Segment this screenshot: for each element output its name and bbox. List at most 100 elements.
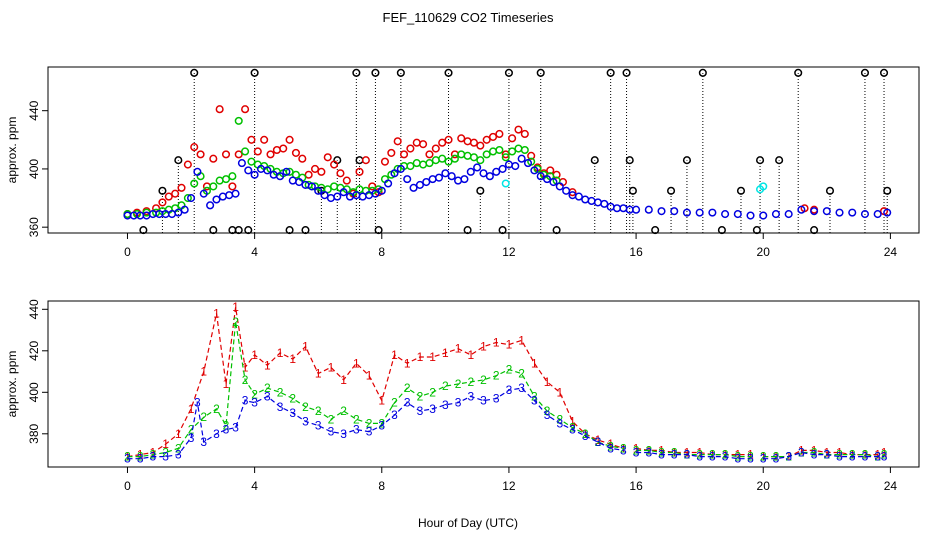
top-data-point: [848, 208, 857, 217]
bottom-series-marker: 2: [595, 435, 602, 449]
top-data-point: [295, 177, 304, 187]
bottom-series-marker: 3: [785, 450, 792, 464]
top-data-point: [304, 170, 313, 179]
top-data-point: [482, 150, 491, 159]
bottom-y-axis-label: approx. ppm: [5, 351, 19, 418]
top-data-point: [419, 160, 428, 169]
top-data-point: [234, 226, 243, 235]
top-data-point: [543, 175, 552, 184]
top-data-point: [860, 210, 870, 219]
top-data-point: [260, 135, 269, 144]
top-data-point: [361, 156, 370, 165]
bottom-series-marker: 3: [798, 445, 805, 459]
top-data-point: [250, 68, 259, 77]
bottom-series-marker: 1: [251, 348, 258, 362]
bottom-series-marker: 2: [302, 400, 309, 414]
top-data-point: [517, 154, 526, 163]
bottom-series-marker: 3: [709, 450, 716, 464]
bottom-series-marker: 2: [849, 448, 856, 462]
bottom-series-marker: 3: [429, 402, 436, 416]
bottom-x-tick-label: 24: [884, 479, 898, 493]
bottom-series-marker: 1: [353, 356, 360, 370]
top-data-point: [488, 147, 498, 156]
bottom-series-marker: 3: [232, 421, 239, 435]
bottom-series-marker: 1: [417, 350, 424, 364]
top-data-point: [530, 166, 539, 175]
top-data-point: [450, 154, 459, 163]
bottom-series-marker: 3: [378, 419, 385, 433]
top-data-point: [498, 164, 507, 173]
bottom-series-marker: 3: [455, 396, 462, 410]
top-x-tick-label: 20: [757, 245, 771, 259]
top-data-point: [495, 145, 504, 155]
bottom-series-marker: 1: [881, 445, 888, 459]
top-data-point: [784, 210, 793, 219]
bottom-series-marker: 1: [493, 336, 500, 350]
bottom-series-marker: 2: [150, 448, 157, 462]
top-data-point: [158, 198, 167, 207]
bottom-series-marker: 2: [556, 412, 563, 426]
top-data-point: [883, 208, 892, 217]
bottom-series-marker: 2: [633, 443, 640, 457]
top-data-point: [301, 226, 310, 235]
top-data-point: [250, 170, 259, 179]
bottom-series-marker: 2: [836, 448, 843, 462]
top-y-axis-label: approx. ppm: [5, 117, 19, 184]
top-data-point: [463, 226, 472, 235]
top-data-point: [552, 226, 561, 235]
top-data-point: [374, 226, 383, 235]
bottom-series-marker: 3: [556, 416, 563, 430]
top-data-point: [209, 154, 218, 163]
top-data-point: [228, 172, 237, 181]
top-data-point: [625, 156, 634, 165]
top-data-point: [199, 189, 208, 198]
bottom-series-marker: 2: [378, 416, 385, 430]
bottom-series-marker: 1: [378, 394, 385, 408]
bottom-series-marker: 3: [607, 441, 614, 455]
bottom-series-marker: 2: [455, 377, 462, 391]
bottom-series-marker: 2: [671, 445, 678, 459]
top-data-point: [600, 199, 609, 208]
bottom-series-marker: 2: [798, 445, 805, 459]
bottom-series-marker: 1: [213, 306, 220, 320]
top-data-point: [221, 175, 231, 184]
bottom-series-marker: 2: [760, 450, 767, 464]
bottom-series-marker: 2: [391, 396, 398, 410]
top-data-point: [536, 172, 545, 181]
top-data-point: [234, 116, 243, 125]
top-data-point: [479, 169, 488, 178]
top-data-point: [476, 186, 485, 195]
top-data-point: [326, 194, 335, 203]
top-data-point: [323, 185, 332, 194]
top-data-point: [476, 156, 485, 165]
top-data-point: [717, 226, 726, 235]
top-data-point: [272, 145, 281, 155]
bottom-series-marker: 3: [391, 408, 398, 422]
top-data-point: [298, 154, 307, 163]
top-data-point: [622, 68, 631, 77]
top-data-point: [488, 132, 498, 141]
bottom-series-marker: 3: [518, 381, 525, 395]
top-data-point: [835, 208, 844, 217]
top-data-point: [511, 161, 520, 171]
top-data-point: [241, 147, 250, 156]
top-data-point: [406, 144, 415, 153]
bottom-series-marker: 1: [150, 445, 157, 459]
top-data-point: [463, 151, 472, 160]
bottom-series-marker: 3: [881, 450, 888, 464]
top-data-point: [371, 68, 380, 77]
top-data-point: [330, 160, 339, 169]
bottom-series-marker: 3: [773, 452, 780, 466]
bottom-series-marker: 2: [429, 385, 436, 399]
top-data-point: [736, 186, 746, 195]
top-data-point: [485, 172, 494, 181]
top-data-point: [263, 166, 272, 175]
top-data-point: [657, 207, 666, 216]
top-data-point: [415, 180, 424, 189]
bottom-series-marker: 1: [162, 437, 169, 451]
bottom-series-line: [636, 451, 751, 460]
bottom-series-marker: 2: [200, 410, 207, 424]
top-data-point: [282, 167, 291, 176]
bottom-series-marker: 2: [773, 450, 780, 464]
top-data-point: [797, 205, 806, 214]
